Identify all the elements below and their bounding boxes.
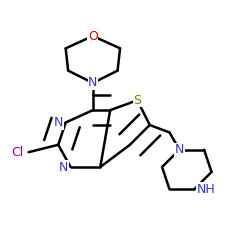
Text: NH: NH [197, 183, 216, 196]
Text: N: N [54, 116, 63, 129]
Text: O: O [88, 30, 98, 43]
Text: N: N [59, 160, 68, 173]
Text: N: N [88, 76, 98, 90]
Text: Cl: Cl [12, 146, 24, 159]
Text: S: S [133, 94, 141, 107]
Text: N: N [175, 143, 184, 156]
